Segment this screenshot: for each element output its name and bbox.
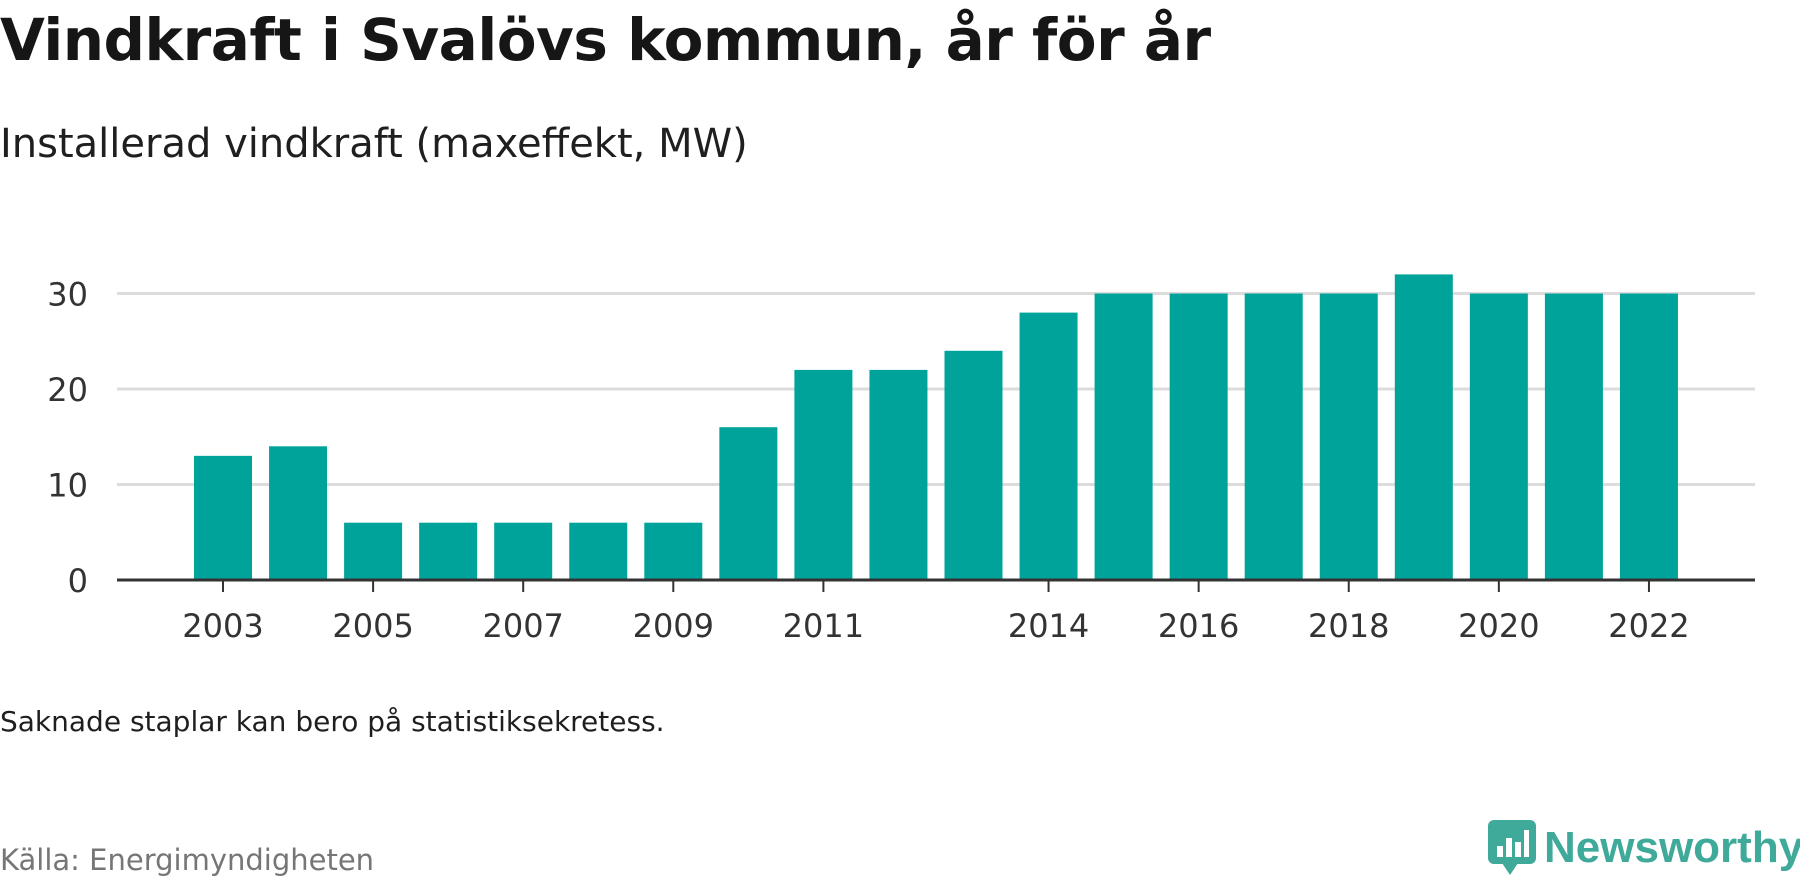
bar-2016 [1169,293,1228,580]
x-tick-label: 2014 [1008,607,1089,645]
x-axis-labels: 2003 2005 2007 2009 2011 2014 2016 2018 2020 2022 [182,607,1689,645]
x-tick-label: 2011 [783,607,864,645]
bar-2003 [194,455,252,580]
footnote: Saknade staplar kan bero på statistiksek… [0,705,665,738]
chart-title: Vindkraft i Svalövs kommun, år för år [0,6,1211,74]
x-tick-label: 2016 [1158,607,1239,645]
bar-2015 [1094,293,1153,580]
x-tick-label: 2018 [1308,607,1389,645]
bar-2010 [719,427,778,580]
x-tick-label: 2022 [1608,607,1689,645]
bar-2004 [269,446,328,580]
bar-2012 [869,369,928,580]
y-tick-label: 10 [47,467,88,505]
y-axis-labels: 0 10 20 30 [47,276,88,601]
bar-2008 [569,522,628,580]
bar-2009 [644,522,703,580]
y-tick-label: 30 [47,276,88,314]
bar-2006 [419,522,478,580]
bar-2022 [1619,293,1678,580]
x-tick-label: 2003 [182,607,263,645]
bar-2021 [1544,293,1603,580]
x-tick-label: 2009 [633,607,714,645]
newsworthy-logo: Newsworthy [1488,820,1800,876]
source-credit: Källa: Energimyndigheten [0,843,375,877]
bar-chart-speech-bubble-icon [1488,820,1536,875]
bar-2005 [344,522,403,580]
x-tick-label: 2020 [1458,607,1539,645]
chart-subtitle: Installerad vindkraft (maxeffekt, MW) [0,121,748,167]
bar-2017 [1244,293,1303,580]
x-tick-label: 2007 [482,607,563,645]
y-tick-label: 0 [68,562,88,600]
x-axis [117,578,1755,592]
x-tick-label: 2005 [332,607,413,645]
bar-2013 [944,350,1003,580]
bar-2020 [1469,293,1528,580]
bar-2011 [794,369,853,580]
bar-2014 [1019,312,1078,580]
brand-name: Newsworthy [1544,823,1800,872]
bar-2018 [1319,293,1378,580]
bars [194,274,1678,580]
y-tick-label: 20 [47,371,88,409]
bar-2007 [494,522,553,580]
bar-2019 [1394,274,1453,580]
